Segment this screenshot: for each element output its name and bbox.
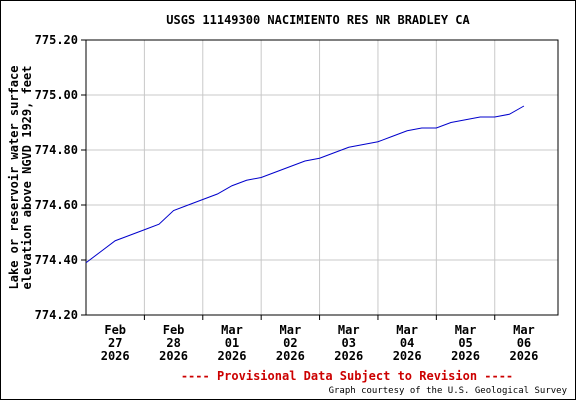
chart-title: USGS 11149300 NACIMIENTO RES NR BRADLEY … [166,13,470,27]
y-axis-label-line: elevation above NGVD 1929, feet [20,66,34,290]
x-tick-label: Feb [163,323,185,337]
x-tick-label: 02 [283,336,297,350]
x-tick-label: 2026 [159,349,188,363]
y-tick-label: 775.00 [35,88,78,102]
provisional-notice: ---- Provisional Data Subject to Revisio… [181,369,513,383]
x-tick-label: 03 [342,336,356,350]
x-tick-label: 05 [458,336,472,350]
x-tick-label: 2026 [218,349,247,363]
x-tick-label: 28 [166,336,180,350]
x-tick-label: Mar [513,323,535,337]
x-tick-label: 2026 [101,349,130,363]
x-tick-label: 2026 [334,349,363,363]
x-tick-label: Mar [338,323,360,337]
x-tick-label: 2026 [393,349,422,363]
x-tick-label: 27 [108,336,122,350]
x-tick-label: 04 [400,336,414,350]
x-tick-label: 2026 [276,349,305,363]
x-tick-label: Mar [455,323,477,337]
y-tick-label: 775.20 [35,33,78,47]
credit: Graph courtesy of the U.S. Geological Su… [329,386,568,396]
y-tick-label: 774.60 [35,198,78,212]
x-tick-label: Mar [221,323,243,337]
y-axis-label-line: Lake or reservoir water surface [7,66,21,290]
data-line [85,105,525,264]
x-tick-label: 01 [225,336,239,350]
x-tick-label: 2026 [509,349,538,363]
x-tick-label: 2026 [451,349,480,363]
y-tick-label: 774.40 [35,253,78,267]
x-tick-label: Feb [104,323,126,337]
y-tick-label: 774.20 [35,308,78,322]
y-tick-label: 774.80 [35,143,78,157]
y-axis-label: Lake or reservoir water surfaceelevation… [7,66,34,290]
plot-area [85,39,559,316]
x-tick-label: Mar [280,323,302,337]
x-tick-label: Mar [396,323,418,337]
x-tick-label: 06 [517,336,531,350]
